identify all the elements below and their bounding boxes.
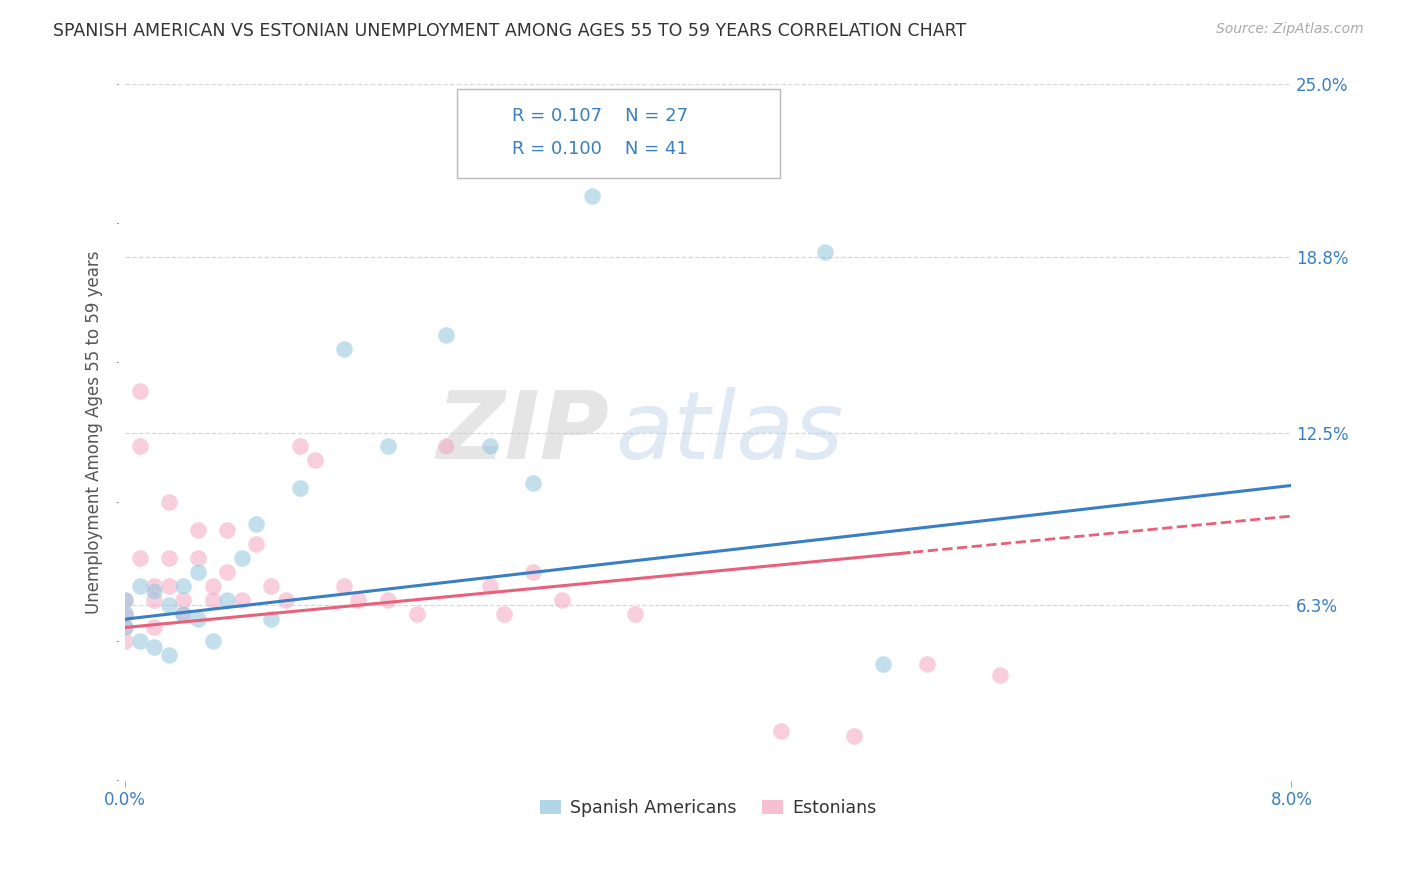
Point: [260, 612, 283, 626]
Point: [157, 495, 180, 509]
Text: ZIP: ZIP: [436, 386, 609, 478]
Point: [187, 550, 209, 565]
Point: [128, 440, 150, 454]
Point: [288, 481, 311, 495]
Point: [187, 612, 209, 626]
Point: [494, 607, 516, 621]
Point: [114, 607, 136, 621]
Point: [581, 189, 603, 203]
Point: [478, 579, 501, 593]
Point: [434, 328, 457, 343]
Point: [814, 244, 837, 259]
Point: [304, 453, 326, 467]
Point: [274, 592, 297, 607]
Point: [377, 440, 399, 454]
Point: [187, 565, 209, 579]
Point: [143, 640, 166, 654]
Point: [333, 342, 356, 356]
Point: [143, 579, 166, 593]
Point: [114, 592, 136, 607]
Point: [551, 592, 574, 607]
Point: [172, 607, 194, 621]
Point: [114, 634, 136, 648]
Point: [872, 657, 894, 671]
Point: [157, 598, 180, 612]
Point: [114, 620, 136, 634]
Point: [201, 592, 224, 607]
Point: [128, 579, 150, 593]
Point: [172, 607, 194, 621]
Point: [522, 565, 544, 579]
Legend: Spanish Americans, Estonians: Spanish Americans, Estonians: [533, 792, 883, 824]
Point: [842, 729, 865, 743]
Point: [201, 634, 224, 648]
Point: [217, 592, 239, 607]
Point: [114, 607, 136, 621]
Text: SPANISH AMERICAN VS ESTONIAN UNEMPLOYMENT AMONG AGES 55 TO 59 YEARS CORRELATION : SPANISH AMERICAN VS ESTONIAN UNEMPLOYMEN…: [53, 22, 967, 40]
Point: [143, 620, 166, 634]
Point: [172, 579, 194, 593]
Point: [128, 384, 150, 398]
Point: [143, 592, 166, 607]
Point: [245, 537, 267, 551]
Point: [114, 620, 136, 634]
Point: [377, 592, 399, 607]
Point: [217, 565, 239, 579]
Point: [347, 592, 370, 607]
Point: [143, 584, 166, 599]
Text: R = 0.100    N = 41: R = 0.100 N = 41: [512, 140, 688, 158]
Point: [128, 634, 150, 648]
Point: [915, 657, 938, 671]
Text: R = 0.107    N = 27: R = 0.107 N = 27: [512, 107, 688, 125]
Point: [434, 440, 457, 454]
Point: [333, 579, 356, 593]
Point: [522, 475, 544, 490]
Point: [128, 550, 150, 565]
Point: [172, 592, 194, 607]
Y-axis label: Unemployment Among Ages 55 to 59 years: Unemployment Among Ages 55 to 59 years: [86, 251, 103, 615]
Point: [157, 579, 180, 593]
Point: [201, 579, 224, 593]
Point: [478, 440, 501, 454]
Point: [217, 523, 239, 537]
Point: [288, 440, 311, 454]
Text: Source: ZipAtlas.com: Source: ZipAtlas.com: [1216, 22, 1364, 37]
Point: [770, 723, 793, 738]
Point: [260, 579, 283, 593]
Text: atlas: atlas: [614, 387, 844, 478]
Point: [988, 668, 1011, 682]
Point: [157, 648, 180, 663]
Point: [624, 607, 647, 621]
Point: [231, 592, 253, 607]
Point: [405, 607, 427, 621]
Point: [114, 592, 136, 607]
Point: [187, 523, 209, 537]
Point: [245, 517, 267, 532]
Point: [231, 550, 253, 565]
Point: [157, 550, 180, 565]
